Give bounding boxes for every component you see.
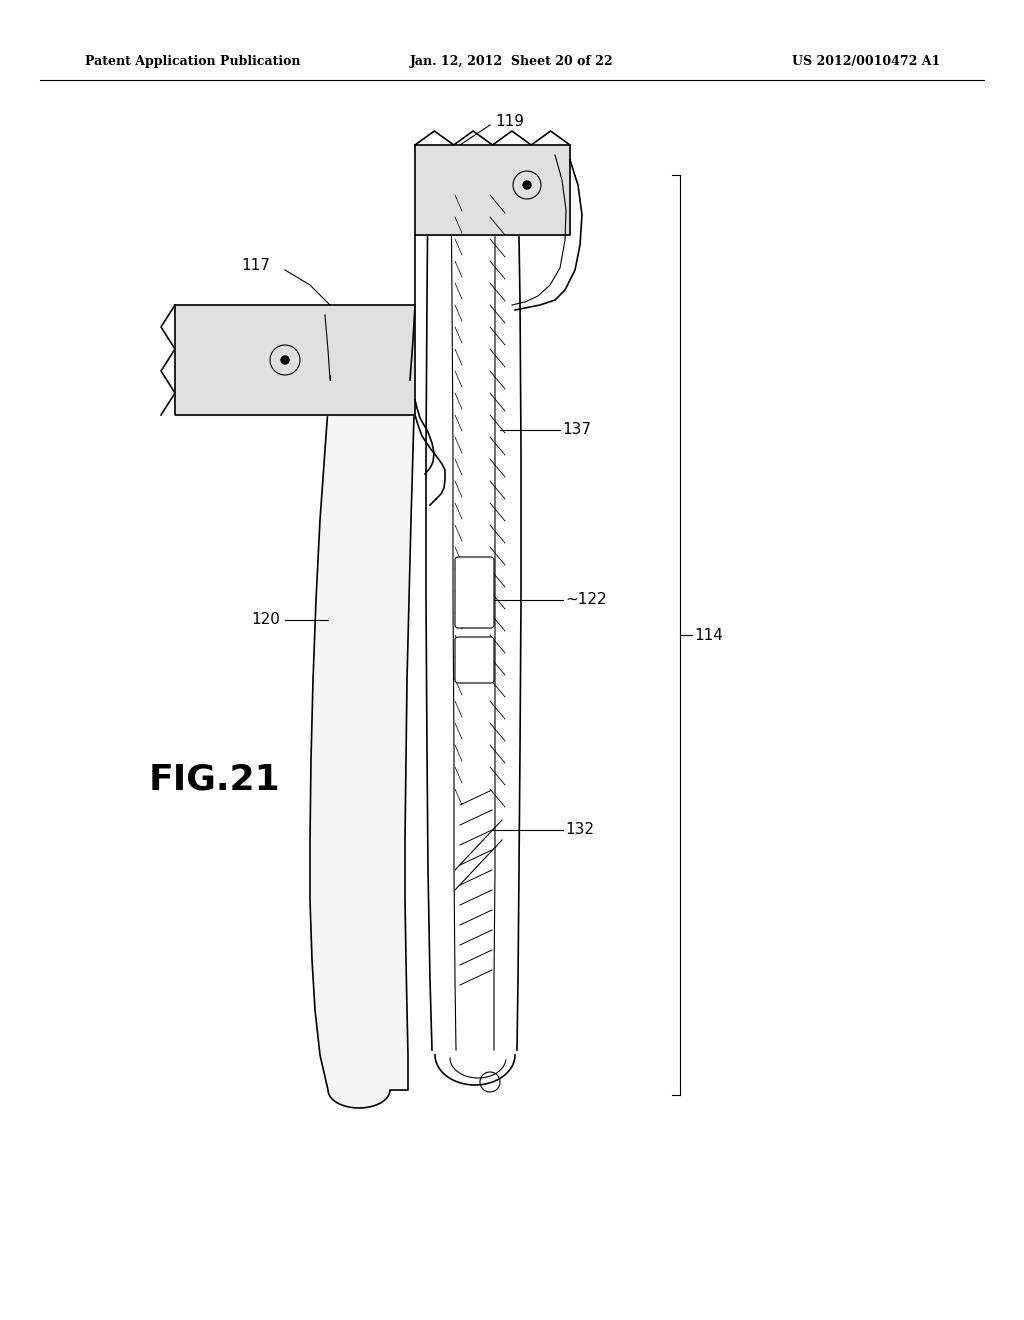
Text: ~122: ~122 [565, 593, 606, 607]
Circle shape [281, 356, 289, 364]
Text: US 2012/0010472 A1: US 2012/0010472 A1 [792, 55, 940, 69]
Circle shape [523, 181, 531, 189]
Text: Patent Application Publication: Patent Application Publication [85, 55, 300, 69]
Polygon shape [175, 305, 415, 414]
Text: 120: 120 [251, 612, 280, 627]
Text: 117: 117 [241, 257, 270, 272]
Text: 137: 137 [562, 422, 591, 437]
FancyBboxPatch shape [455, 638, 494, 682]
Polygon shape [415, 145, 570, 235]
Text: FIG.21: FIG.21 [150, 763, 281, 797]
Text: 114: 114 [694, 627, 723, 643]
Text: 119: 119 [495, 115, 524, 129]
Text: 132: 132 [565, 822, 594, 837]
Polygon shape [310, 380, 415, 1107]
FancyBboxPatch shape [455, 557, 494, 628]
Text: Jan. 12, 2012  Sheet 20 of 22: Jan. 12, 2012 Sheet 20 of 22 [411, 55, 613, 69]
